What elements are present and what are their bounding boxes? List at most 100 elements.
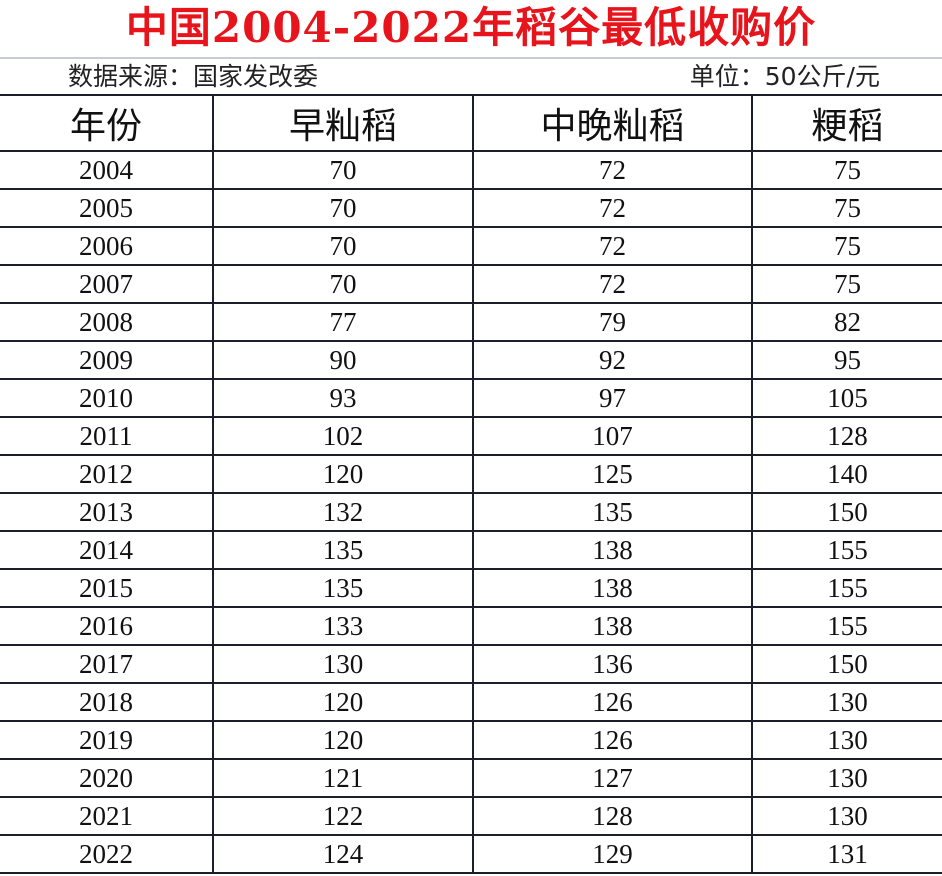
table-row: 2019 120 126 130 [0,720,942,760]
cell-japonica: 150 [751,492,942,532]
cell-mid-late-indica: 72 [472,226,753,266]
cell-early-indica: 135 [212,568,474,608]
cell-early-indica: 121 [212,758,474,798]
cell-japonica: 131 [751,834,942,874]
cell-year: 2022 [0,834,214,874]
cell-japonica: 155 [751,530,942,570]
cell-year: 2014 [0,530,214,570]
cell-japonica: 82 [751,302,942,342]
cell-japonica: 130 [751,682,942,722]
unit-label: 单位：50公斤/元 [689,62,880,91]
divider [0,57,942,59]
cell-year: 2013 [0,492,214,532]
cell-mid-late-indica: 129 [472,834,753,874]
column-header-early-indica: 早籼稻 [212,94,474,152]
cell-mid-late-indica: 125 [472,454,753,494]
cell-year: 2004 [0,150,214,190]
cell-early-indica: 132 [212,492,474,532]
cell-mid-late-indica: 128 [472,796,753,836]
cell-year: 2011 [0,416,214,456]
cell-japonica: 95 [751,340,942,380]
cell-year: 2006 [0,226,214,266]
cell-japonica: 130 [751,796,942,836]
data-source: 数据来源：国家发改委 [68,62,319,91]
cell-japonica: 140 [751,454,942,494]
column-header-japonica: 粳稻 [751,94,942,152]
table-row: 2020 121 127 130 [0,758,942,798]
table-row: 2005 70 72 75 [0,188,942,228]
column-header-year: 年份 [0,94,214,152]
table-row: 2021 122 128 130 [0,796,942,836]
cell-year: 2012 [0,454,214,494]
cell-japonica: 128 [751,416,942,456]
cell-japonica: 155 [751,568,942,608]
cell-year: 2010 [0,378,214,418]
cell-japonica: 75 [751,264,942,304]
cell-early-indica: 70 [212,188,474,228]
cell-early-indica: 93 [212,378,474,418]
cell-early-indica: 122 [212,796,474,836]
cell-year: 2009 [0,340,214,380]
table-row: 2012 120 125 140 [0,454,942,494]
cell-early-indica: 102 [212,416,474,456]
cell-year: 2007 [0,264,214,304]
cell-year: 2017 [0,644,214,684]
header-row: 年份 早籼稻 中晚籼稻 粳稻 [0,94,942,152]
cell-early-indica: 70 [212,150,474,190]
cell-mid-late-indica: 138 [472,606,753,646]
cell-year: 2019 [0,720,214,760]
cell-mid-late-indica: 136 [472,644,753,684]
cell-early-indica: 90 [212,340,474,380]
cell-early-indica: 135 [212,530,474,570]
cell-year: 2015 [0,568,214,608]
cell-japonica: 75 [751,150,942,190]
cell-mid-late-indica: 138 [472,568,753,608]
cell-early-indica: 70 [212,226,474,266]
cell-mid-late-indica: 72 [472,264,753,304]
table-row: 2007 70 72 75 [0,264,942,304]
page-title: 中国2004-2022年稻谷最低收购价 [125,3,817,52]
cell-year: 2018 [0,682,214,722]
table-row: 2022 124 129 131 [0,834,942,874]
cell-japonica: 75 [751,188,942,228]
cell-mid-late-indica: 135 [472,492,753,532]
table-row: 2017 130 136 150 [0,644,942,684]
table-row: 2014 135 138 155 [0,530,942,570]
cell-japonica: 75 [751,226,942,266]
cell-japonica: 150 [751,644,942,684]
cell-mid-late-indica: 126 [472,720,753,760]
table-row: 2010 93 97 105 [0,378,942,418]
cell-japonica: 130 [751,758,942,798]
cell-early-indica: 120 [212,720,474,760]
column-header-mid-late-indica: 中晚籼稻 [472,94,753,152]
cell-early-indica: 70 [212,264,474,304]
cell-year: 2016 [0,606,214,646]
cell-mid-late-indica: 72 [472,150,753,190]
cell-mid-late-indica: 107 [472,416,753,456]
cell-early-indica: 124 [212,834,474,874]
cell-year: 2008 [0,302,214,342]
cell-early-indica: 130 [212,644,474,684]
cell-year: 2005 [0,188,214,228]
cell-mid-late-indica: 138 [472,530,753,570]
cell-early-indica: 77 [212,302,474,342]
table-row: 2004 70 72 75 [0,150,942,190]
price-table: 年份 早籼稻 中晚籼稻 粳稻 2004 70 72 75 2005 70 72 75 2006 70 72… [0,94,942,874]
cell-japonica: 130 [751,720,942,760]
cell-year: 2020 [0,758,214,798]
cell-japonica: 105 [751,378,942,418]
table-row: 2018 120 126 130 [0,682,942,722]
cell-early-indica: 133 [212,606,474,646]
table-row: 2015 135 138 155 [0,568,942,608]
cell-year: 2021 [0,796,214,836]
cell-mid-late-indica: 126 [472,682,753,722]
cell-mid-late-indica: 97 [472,378,753,418]
cell-early-indica: 120 [212,454,474,494]
cell-early-indica: 120 [212,682,474,722]
table-row: 2008 77 79 82 [0,302,942,342]
table-row: 2011 102 107 128 [0,416,942,456]
cell-mid-late-indica: 127 [472,758,753,798]
cell-mid-late-indica: 92 [472,340,753,380]
cell-japonica: 155 [751,606,942,646]
table-row: 2006 70 72 75 [0,226,942,266]
